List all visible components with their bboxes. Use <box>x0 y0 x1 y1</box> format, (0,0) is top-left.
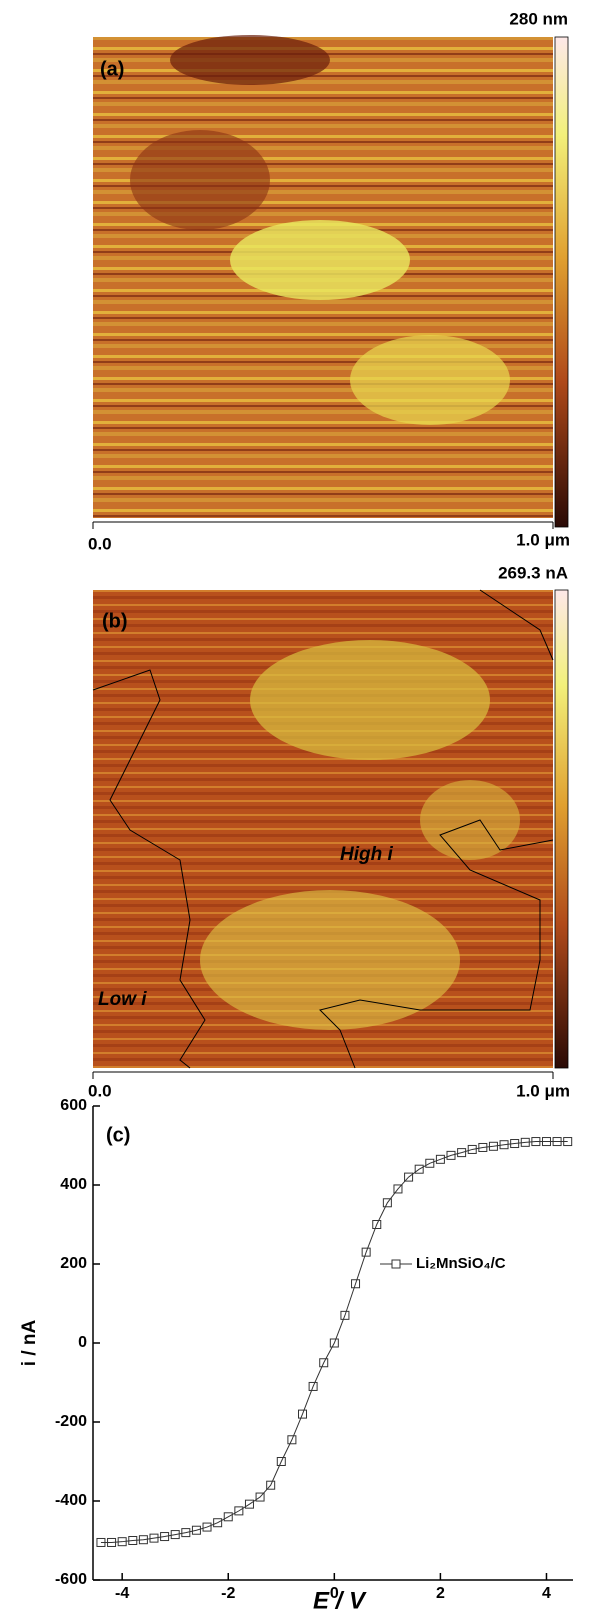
scale-max: 280 nm <box>509 9 568 28</box>
legend-label: Li₂MnSiO₄/C <box>416 1255 506 1272</box>
marker <box>276 1457 286 1466</box>
marker <box>467 1144 477 1154</box>
marker <box>531 1137 541 1147</box>
blob <box>250 640 490 760</box>
y-axis-label: i / nA <box>19 1320 40 1367</box>
x-tick-label: 2 <box>436 1585 445 1602</box>
x-tick-label: 0 <box>330 1585 339 1602</box>
marker <box>234 1506 244 1516</box>
marker <box>382 1198 392 1208</box>
marker <box>255 1492 265 1502</box>
blob <box>200 890 460 1030</box>
marker <box>160 1532 170 1542</box>
legend-marker <box>391 1259 401 1269</box>
marker <box>266 1480 276 1490</box>
marker <box>563 1137 573 1147</box>
y-tick-label: 400 <box>60 1176 87 1193</box>
x-tick-label: -2 <box>221 1585 235 1602</box>
marker <box>107 1537 117 1547</box>
marker <box>393 1184 403 1194</box>
marker <box>541 1137 551 1147</box>
colorbar <box>554 36 569 528</box>
marker <box>510 1139 520 1149</box>
marker <box>181 1528 191 1538</box>
blob <box>420 780 520 860</box>
panel-c: (c) E / V i / nA -600 -400 -200 0 200 400 600 -… <box>19 1097 573 1614</box>
blob <box>230 220 410 300</box>
marker <box>213 1518 223 1528</box>
contour <box>92 589 554 1069</box>
panel-label: (a) <box>100 58 124 80</box>
marker <box>446 1150 456 1160</box>
marker <box>202 1522 212 1532</box>
blob <box>170 35 330 85</box>
annotation: High i <box>340 844 393 865</box>
y-tick-label: 200 <box>60 1255 87 1272</box>
marker <box>499 1140 509 1150</box>
panel-label: (c) <box>106 1124 130 1146</box>
blob <box>350 335 510 425</box>
marker <box>478 1142 488 1152</box>
x-axis-label: E / V <box>313 1587 367 1614</box>
panel-a: 280 nm (a) 0.0 1.0 μm <box>88 9 570 553</box>
marker <box>457 1148 467 1158</box>
series-line <box>100 1141 568 1543</box>
x-tick-label: -4 <box>115 1585 129 1602</box>
blob <box>130 130 270 230</box>
marker <box>404 1172 414 1182</box>
y-tick-label: -200 <box>55 1413 87 1430</box>
y-tick-label: 600 <box>60 1097 87 1114</box>
marker <box>361 1247 371 1257</box>
marker <box>425 1158 435 1168</box>
marker <box>96 1537 106 1547</box>
marker <box>117 1537 127 1547</box>
marker <box>329 1338 339 1348</box>
marker <box>520 1137 530 1147</box>
x-end: 1.0 μm <box>516 530 570 549</box>
panel-label: (b) <box>102 610 128 632</box>
x-tick-label: 4 <box>542 1585 551 1602</box>
y-tick-label: -400 <box>55 1492 87 1509</box>
marker <box>191 1525 201 1535</box>
marker <box>435 1154 445 1164</box>
scale-max: 269.3 nA <box>498 563 568 582</box>
colorbar <box>554 589 569 1069</box>
y-tick-label: -600 <box>55 1571 87 1588</box>
marker <box>287 1435 297 1445</box>
x-start: 0.0 <box>88 534 112 553</box>
marker <box>552 1137 562 1147</box>
marker <box>308 1381 318 1391</box>
marker <box>223 1512 233 1522</box>
marker <box>128 1536 138 1545</box>
x-start: 0.0 <box>88 1081 112 1100</box>
marker <box>149 1533 159 1543</box>
marker <box>170 1530 180 1540</box>
marker <box>340 1310 350 1320</box>
marker <box>414 1164 424 1174</box>
marker <box>138 1535 148 1545</box>
marker <box>488 1141 498 1151</box>
marker <box>351 1279 361 1289</box>
marker <box>298 1409 308 1419</box>
marker <box>319 1358 329 1368</box>
y-tick-label: 0 <box>78 1334 87 1351</box>
marker <box>244 1499 254 1509</box>
panel-b: 269.3 nA (b) High i Low i 0.0 1.0 μm <box>88 563 570 1100</box>
x-end: 1.0 μm <box>516 1081 570 1100</box>
marker <box>372 1220 382 1229</box>
annotation: Low i <box>98 989 147 1010</box>
